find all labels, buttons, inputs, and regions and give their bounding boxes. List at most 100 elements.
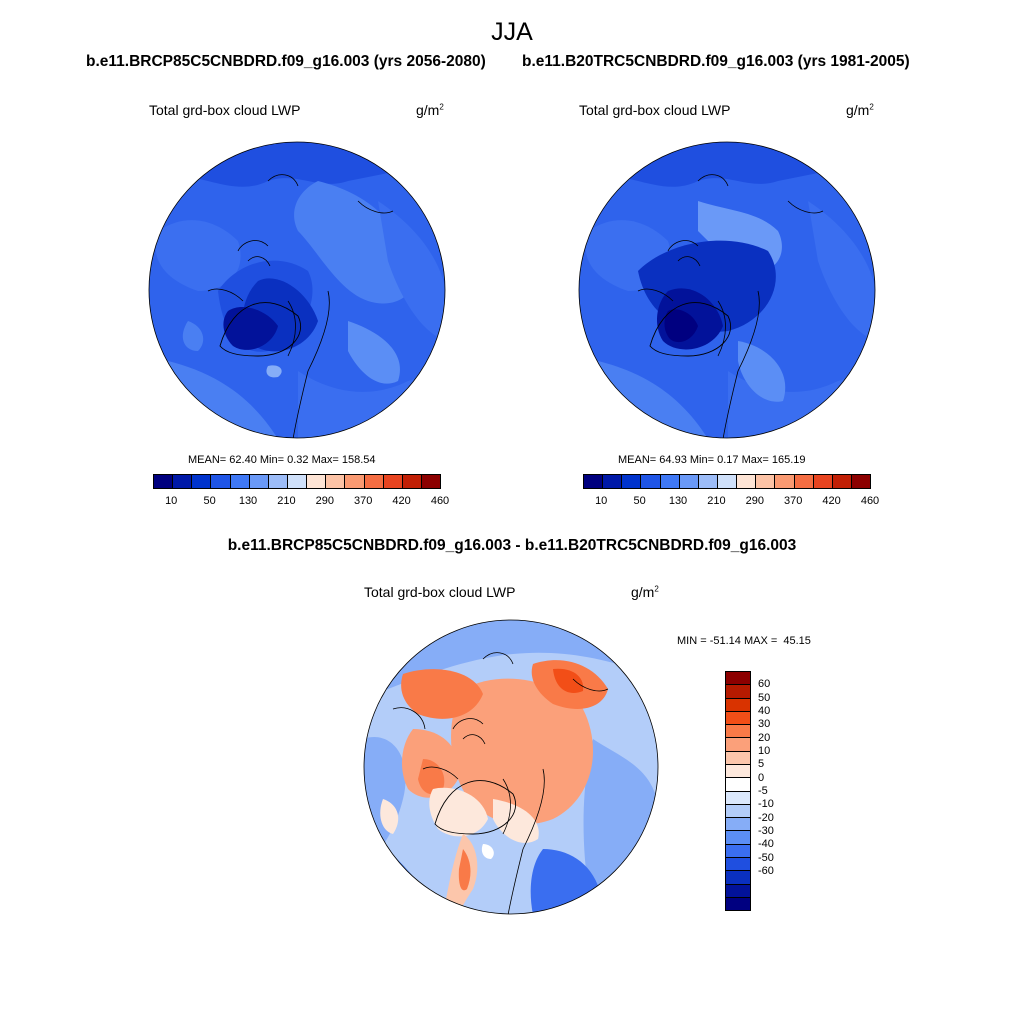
difference-colorbar-tick-label: 60	[758, 678, 771, 691]
colorbar-cell	[287, 475, 308, 488]
difference-units-label: g/m2	[631, 584, 659, 600]
difference-colorbar-tick-label: 20	[758, 731, 771, 744]
difference-colorbar-tick-label: -20	[758, 811, 774, 824]
difference-colorbar-cell	[726, 778, 750, 792]
colorbar-ticks-right: 10 50 130 210 290 370 420 460	[583, 495, 879, 509]
difference-min-max: MIN = -51.14 MAX = 45.15	[677, 635, 811, 647]
polar-map-historical	[578, 141, 876, 439]
difference-colorbar-tick-label: 50	[758, 691, 771, 704]
difference-colorbar-cell	[726, 818, 750, 832]
colorbar-cell	[737, 475, 757, 488]
colorbar-cell	[756, 475, 776, 488]
stats-right: MEAN= 64.93 Min= 0.17 Max= 165.19	[618, 454, 806, 466]
colorbar-tick-label: 130	[668, 495, 688, 507]
difference-colorbar-cell	[726, 672, 750, 686]
colorbar-tick-label: 460	[860, 495, 880, 507]
colorbar-cell	[230, 475, 250, 488]
difference-colorbar-cell	[726, 711, 750, 726]
colorbar-cell	[173, 475, 193, 488]
colorbar-cell	[584, 475, 604, 488]
difference-colorbar-cell	[726, 698, 750, 712]
variable-label-right: Total grd-box cloud LWP	[579, 102, 731, 118]
difference-colorbar-tick-label: -5	[758, 785, 768, 797]
difference-colorbar-cell	[726, 897, 750, 911]
colorbar-cell	[622, 475, 642, 488]
colorbar-cell	[813, 475, 833, 488]
difference-colorbar-tick-label: 10	[758, 745, 771, 757]
colorbar-cell	[383, 475, 403, 488]
colorbar-cell	[326, 475, 346, 488]
colorbar-tick-label: 130	[238, 495, 258, 507]
colorbar-tick-label: 370	[354, 495, 373, 507]
colorbar-cell	[211, 475, 231, 488]
colorbar-cell	[402, 475, 422, 488]
colorbar-cell	[794, 475, 814, 488]
difference-colorbar-cell	[726, 857, 750, 872]
colorbar-tick-label: 420	[822, 495, 841, 507]
colorbar-cell	[851, 475, 871, 488]
case-title-right: b.e11.B20TRC5CNBDRD.f09_g16.003 (yrs 198…	[522, 53, 910, 70]
colorbar-tick-label: 50	[203, 495, 216, 507]
colorbar-cell	[698, 475, 718, 488]
colorbar-cell	[345, 475, 365, 488]
polar-map-future	[148, 141, 446, 439]
polar-map-difference	[363, 619, 659, 915]
difference-colorbar-cell	[726, 725, 750, 739]
colorbar-ticks-left: 10 50 130 210 290 370 420 460	[153, 495, 449, 509]
difference-colorbar-cell	[726, 751, 750, 765]
colorbar-cell	[832, 475, 852, 488]
colorbar-tick-label: 370	[784, 495, 803, 507]
difference-colorbar-cell	[726, 884, 750, 898]
difference-colorbar-tick-label: -50	[758, 851, 774, 864]
variable-label-left: Total grd-box cloud LWP	[149, 102, 301, 118]
units-label-left: g/m2	[416, 102, 444, 118]
difference-colorbar-tick-label: 5	[758, 758, 765, 771]
difference-colorbar-tick-label: 0	[758, 771, 765, 784]
colorbar-tick-label: 210	[707, 495, 726, 507]
difference-title: b.e11.BRCP85C5CNBDRD.f09_g16.003 - b.e11…	[227, 537, 797, 554]
difference-colorbar-cell	[726, 831, 750, 845]
colorbar-cell	[268, 475, 288, 488]
difference-colorbar	[725, 671, 751, 911]
colorbar-tick-label: 420	[392, 495, 411, 507]
colorbar-tick-label: 10	[595, 495, 608, 507]
colorbar-tick-label: 290	[745, 495, 764, 507]
stats-left: MEAN= 62.40 Min= 0.32 Max= 158.54	[188, 454, 376, 466]
colorbar-left	[153, 474, 441, 489]
difference-colorbar-cell	[726, 871, 750, 885]
colorbar-cell	[364, 475, 384, 488]
difference-colorbar-tick-label: -30	[758, 825, 774, 837]
colorbar-cell	[660, 475, 680, 488]
colorbar-cell	[249, 475, 269, 488]
colorbar-cell	[641, 475, 661, 488]
difference-colorbar-cell	[726, 764, 750, 779]
season-title: JJA	[491, 18, 533, 46]
difference-colorbar-cell	[726, 844, 750, 858]
colorbar-right	[583, 474, 871, 489]
difference-colorbar-tick-label: 30	[758, 718, 771, 731]
colorbar-cell	[603, 475, 623, 488]
colorbar-tick-label: 460	[430, 495, 450, 507]
difference-colorbar-ticks: 60 50 40 30 20 10 5 0 -5 -10 -20 -30 -40 -50 -60	[758, 671, 798, 911]
colorbar-cell	[679, 475, 699, 488]
difference-variable-label: Total grd-box cloud LWP	[364, 584, 516, 600]
colorbar-cell	[775, 475, 795, 488]
case-title-left: b.e11.BRCP85C5CNBDRD.f09_g16.003 (yrs 20…	[86, 53, 486, 70]
difference-colorbar-tick-label: -60	[758, 865, 774, 877]
colorbar-tick-label: 10	[165, 495, 178, 507]
difference-colorbar-tick-label: 40	[758, 705, 771, 717]
colorbar-cell	[154, 475, 174, 488]
colorbar-cell	[307, 475, 327, 488]
difference-colorbar-cell	[726, 791, 750, 805]
colorbar-cell	[717, 475, 738, 488]
colorbar-tick-label: 290	[315, 495, 334, 507]
difference-colorbar-cell	[726, 804, 750, 819]
colorbar-tick-label: 210	[277, 495, 296, 507]
difference-colorbar-tick-label: -10	[758, 798, 774, 811]
colorbar-tick-label: 50	[633, 495, 646, 507]
colorbar-cell	[192, 475, 212, 488]
colorbar-cell	[421, 475, 441, 488]
difference-colorbar-tick-label: -40	[758, 838, 774, 851]
units-label-right: g/m2	[846, 102, 874, 118]
difference-colorbar-cell	[726, 738, 750, 752]
